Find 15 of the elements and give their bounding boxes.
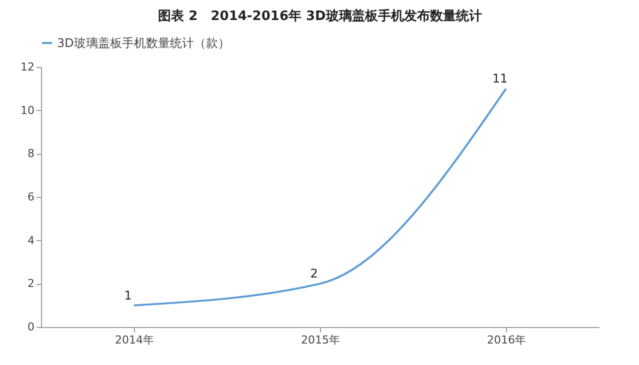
y-tick-label: 0: [28, 320, 34, 334]
data-label: 1: [124, 288, 132, 302]
legend-label: 3D玻璃盖板手机数量统计（款）: [57, 36, 230, 50]
x-tick-label: 2015年: [301, 334, 340, 346]
y-tick-label: 6: [28, 190, 34, 204]
y-tick-label: 4: [28, 234, 34, 247]
y-tick-label: 12: [20, 60, 34, 74]
x-tick-label: 2016年: [487, 334, 526, 346]
chart-title: 图表 2 2014-2016年 3D玻璃盖板手机发布数量统计: [158, 8, 482, 24]
x-tick-label: 2014年: [115, 334, 154, 346]
data-label: 2: [310, 266, 318, 281]
y-tick-label: 10: [20, 104, 34, 117]
y-tick-label: 2: [28, 277, 34, 290]
data-label: 11: [492, 72, 508, 86]
y-tick-label: 8: [28, 147, 34, 160]
